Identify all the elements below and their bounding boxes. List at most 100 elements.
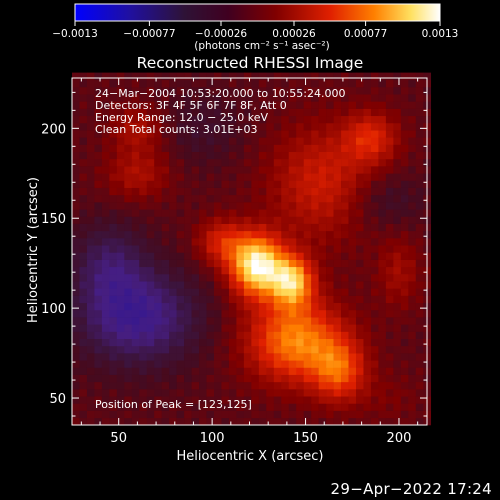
heatmap-cell bbox=[184, 273, 192, 282]
heatmap-cell bbox=[393, 216, 402, 224]
heatmap-cell bbox=[318, 345, 327, 354]
heatmap-cell bbox=[72, 389, 80, 397]
heatmap-cell bbox=[124, 137, 133, 145]
heatmap-cell bbox=[318, 331, 327, 339]
heatmap-cell bbox=[378, 94, 387, 102]
heatmap-cell bbox=[176, 381, 185, 390]
heatmap-cell bbox=[109, 245, 118, 253]
heatmap-cell bbox=[258, 281, 267, 289]
heatmap-cell bbox=[288, 79, 297, 88]
heatmap-cell bbox=[146, 324, 155, 332]
heatmap-cell bbox=[191, 137, 200, 145]
heatmap-cell bbox=[161, 194, 170, 203]
heatmap-cell bbox=[333, 252, 342, 260]
heatmap-cell bbox=[333, 353, 342, 361]
colorbar-ticks: −0.0013 −0.00077 −0.00026 0.00026 0.00077 0.0… bbox=[52, 21, 458, 40]
heatmap-cell bbox=[236, 389, 245, 397]
heatmap-cell bbox=[400, 331, 409, 339]
heatmap-cell bbox=[333, 94, 342, 102]
heatmap-cell bbox=[311, 72, 319, 81]
heatmap-cell bbox=[400, 137, 409, 145]
heatmap-cell bbox=[206, 79, 215, 88]
heatmap-cell bbox=[236, 266, 245, 275]
heatmap-cell bbox=[154, 223, 162, 232]
heatmap-cell bbox=[281, 166, 290, 174]
heatmap-cell bbox=[296, 180, 304, 188]
heatmap-cell bbox=[258, 187, 267, 196]
heatmap-cell bbox=[116, 223, 125, 232]
heatmap-cell bbox=[116, 252, 125, 260]
heatmap-cell bbox=[273, 396, 282, 404]
heatmap-cell bbox=[415, 94, 424, 102]
heatmap-cell bbox=[191, 209, 200, 217]
heatmap-cell bbox=[281, 302, 290, 311]
heatmap-cell bbox=[258, 403, 267, 411]
heatmap-cell bbox=[393, 338, 402, 347]
heatmap-cell bbox=[184, 72, 192, 81]
heatmap-cell bbox=[393, 396, 402, 404]
heatmap-cell bbox=[288, 309, 297, 318]
heatmap-cell bbox=[72, 374, 80, 383]
heatmap-cell bbox=[146, 72, 155, 81]
heatmap-cell bbox=[415, 238, 424, 246]
heatmap-cell bbox=[214, 309, 222, 318]
heatmap-cell bbox=[72, 309, 80, 318]
heatmap-cell bbox=[318, 374, 327, 383]
heatmap-cell bbox=[273, 381, 282, 390]
heatmap-cell bbox=[318, 238, 327, 246]
heatmap-cell bbox=[214, 230, 222, 239]
heatmap-cell bbox=[281, 72, 290, 81]
heatmap-cell bbox=[228, 130, 237, 138]
heatmap-cell bbox=[154, 374, 162, 383]
heatmap-cell bbox=[101, 166, 110, 174]
heatmap-cell bbox=[370, 381, 379, 390]
heatmap-cell bbox=[288, 273, 297, 282]
heatmap-cell bbox=[318, 202, 327, 210]
heatmap-cell bbox=[341, 245, 349, 253]
heatmap-cell bbox=[184, 245, 192, 253]
heatmap-cell bbox=[184, 158, 192, 167]
heatmap-cell bbox=[161, 381, 170, 390]
heatmap-cell bbox=[169, 309, 177, 318]
annotation-detectors: Detectors: 3F 4F 5F 6F 7F 8F, Att 0 bbox=[95, 99, 287, 112]
heatmap-cell bbox=[408, 302, 417, 311]
heatmap-cell bbox=[79, 259, 88, 268]
heatmap-cell bbox=[161, 331, 170, 339]
heatmap-cell bbox=[273, 122, 282, 131]
heatmap-cell bbox=[415, 173, 424, 181]
heatmap-cell bbox=[139, 79, 148, 88]
heatmap-cell bbox=[400, 187, 409, 196]
heatmap-cell bbox=[228, 115, 237, 124]
heatmap-cell bbox=[243, 367, 252, 375]
heatmap-cell bbox=[326, 338, 334, 347]
heatmap-cell bbox=[169, 360, 177, 368]
heatmap-cell bbox=[415, 166, 424, 174]
heatmap-cell bbox=[356, 101, 364, 109]
heatmap-cell bbox=[273, 158, 282, 167]
heatmap-cell bbox=[408, 309, 417, 318]
heatmap-cell bbox=[266, 245, 275, 253]
heatmap-cell bbox=[348, 166, 357, 174]
heatmap-cell bbox=[408, 187, 417, 196]
heatmap-cell bbox=[214, 144, 222, 153]
heatmap-cell bbox=[408, 115, 417, 124]
heatmap-cell bbox=[281, 158, 290, 167]
heatmap-cell bbox=[221, 353, 230, 361]
heatmap-cell bbox=[363, 209, 372, 217]
heatmap-cell bbox=[393, 273, 402, 282]
heatmap-cell bbox=[378, 209, 387, 217]
heatmap-cell bbox=[333, 101, 342, 109]
heatmap-cell bbox=[415, 101, 424, 109]
heatmap-cell bbox=[206, 130, 215, 138]
heatmap-cell bbox=[214, 381, 222, 390]
heatmap-cell bbox=[243, 194, 252, 203]
heatmap-cell bbox=[191, 417, 200, 426]
heatmap-cell bbox=[161, 238, 170, 246]
heatmap-cell bbox=[146, 410, 155, 419]
heatmap-cell bbox=[415, 180, 424, 188]
heatmap-cell bbox=[333, 302, 342, 311]
heatmap-cell bbox=[236, 79, 245, 88]
heatmap-cell bbox=[161, 173, 170, 181]
heatmap-cell bbox=[341, 324, 349, 332]
heatmap-cell bbox=[139, 374, 148, 383]
